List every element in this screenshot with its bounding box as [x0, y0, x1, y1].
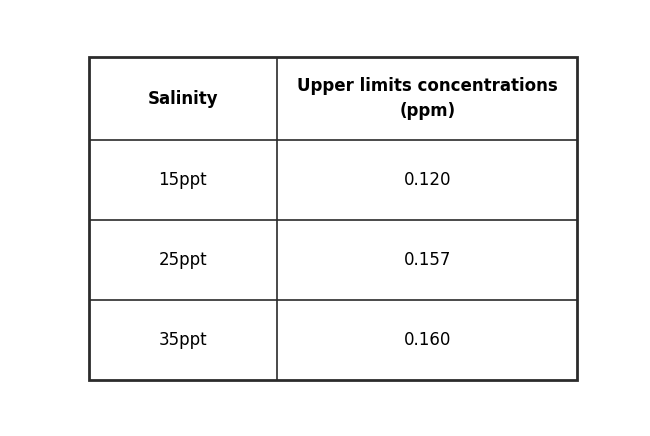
Text: Upper limits concentrations
(ppm): Upper limits concentrations (ppm): [297, 77, 558, 120]
Text: 0.120: 0.120: [404, 171, 451, 189]
Text: 35ppt: 35ppt: [159, 331, 207, 349]
Text: 0.160: 0.160: [404, 331, 451, 349]
Text: 0.157: 0.157: [404, 251, 451, 269]
Text: 15ppt: 15ppt: [159, 171, 207, 189]
Text: 25ppt: 25ppt: [159, 251, 207, 269]
Text: Salinity: Salinity: [148, 90, 218, 108]
